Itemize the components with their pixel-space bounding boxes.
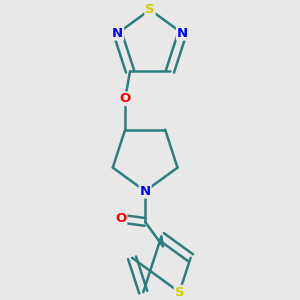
Text: O: O (119, 92, 131, 105)
Text: N: N (112, 27, 123, 40)
Text: O: O (115, 212, 127, 225)
Text: N: N (140, 184, 151, 198)
Text: S: S (145, 3, 155, 16)
Text: N: N (177, 27, 188, 40)
Text: S: S (175, 286, 184, 299)
